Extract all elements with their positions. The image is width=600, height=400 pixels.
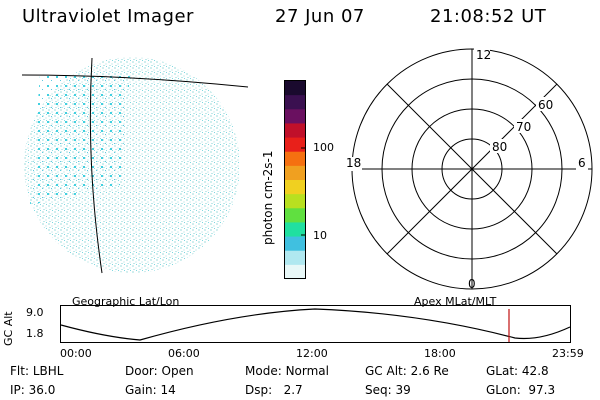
colorbar-band bbox=[285, 194, 305, 209]
door-info: Door: Open bbox=[125, 364, 194, 378]
geographic-image bbox=[21, 57, 249, 274]
mlt-label-0: 0 bbox=[468, 277, 476, 290]
gc-alt-axis-label: GC Alt bbox=[2, 311, 15, 346]
latitude-line bbox=[21, 74, 249, 88]
lat-label-70: 70 bbox=[516, 120, 531, 134]
mlt-label-12: 12 bbox=[476, 48, 491, 62]
seq-info: Seq: 39 bbox=[365, 383, 411, 397]
lat-label-60: 60 bbox=[538, 98, 553, 112]
colorbar-band bbox=[285, 137, 305, 153]
x-tick-0600: 06:00 bbox=[168, 347, 200, 360]
colorbar-band bbox=[285, 165, 305, 181]
colorbar-band bbox=[285, 123, 305, 139]
gc-alt-info: GC Alt: 2.6 Re bbox=[365, 364, 449, 378]
x-tick-1800: 18:00 bbox=[424, 347, 456, 360]
colorbar-band bbox=[285, 264, 305, 280]
gc-alt-curve bbox=[60, 308, 571, 341]
time-label: 21:08:52 UT bbox=[430, 6, 547, 27]
colorbar-band bbox=[285, 180, 305, 195]
x-tick-1200: 12:00 bbox=[296, 347, 328, 360]
colorbar-band bbox=[285, 222, 305, 238]
colorbar-unit-label: photon cm-2s-1 bbox=[261, 150, 275, 246]
lat-label-80: 80 bbox=[492, 140, 507, 154]
apex-panel-title: Apex MLat/MLT bbox=[414, 295, 497, 308]
polar-plot: 12 18 6 0 60 70 80 bbox=[344, 47, 593, 290]
colorbar-band bbox=[285, 81, 305, 96]
longitude-line bbox=[89, 57, 103, 274]
x-tick-0000: 00:00 bbox=[60, 347, 92, 360]
mode-info: Mode: Normal bbox=[245, 364, 329, 378]
glat-info: GLat: 42.8 bbox=[486, 364, 549, 378]
gc-alt-tick-1-8: 1.8 bbox=[26, 327, 44, 340]
polar-diagonal-2 bbox=[386, 83, 558, 255]
colorbar-tick-10: 10 bbox=[313, 229, 327, 242]
imager-title: Ultraviolet Imager bbox=[22, 6, 194, 27]
colorbar-band bbox=[285, 250, 305, 266]
colorbar-band bbox=[285, 236, 305, 252]
dsp-info: Dsp: 2.7 bbox=[245, 383, 303, 397]
gc-alt-plot bbox=[60, 305, 571, 343]
filter-info: Flt: LBHL bbox=[10, 364, 64, 378]
aurora-emission bbox=[30, 75, 130, 205]
colorbar-band bbox=[285, 151, 305, 167]
ip-info: IP: 36.0 bbox=[10, 383, 56, 397]
colorbar-band bbox=[285, 95, 305, 110]
gc-alt-tick-9: 9.0 bbox=[26, 306, 44, 319]
glon-info: GLon: 97.3 bbox=[486, 383, 556, 397]
gain-info: Gain: 14 bbox=[125, 383, 176, 397]
colorbar-tick-100: 100 bbox=[313, 141, 334, 154]
color-scale-bar bbox=[284, 80, 306, 280]
geographic-panel-title: Geographic Lat/Lon bbox=[72, 295, 180, 308]
gc-alt-frame bbox=[60, 305, 571, 343]
date-label: 27 Jun 07 bbox=[275, 6, 365, 27]
x-tick-2359: 23:59 bbox=[552, 347, 584, 360]
mlt-label-6: 6 bbox=[578, 156, 586, 170]
colorbar-band bbox=[285, 208, 305, 223]
mlt-label-18: 18 bbox=[346, 156, 361, 170]
colorbar-band bbox=[285, 109, 305, 124]
